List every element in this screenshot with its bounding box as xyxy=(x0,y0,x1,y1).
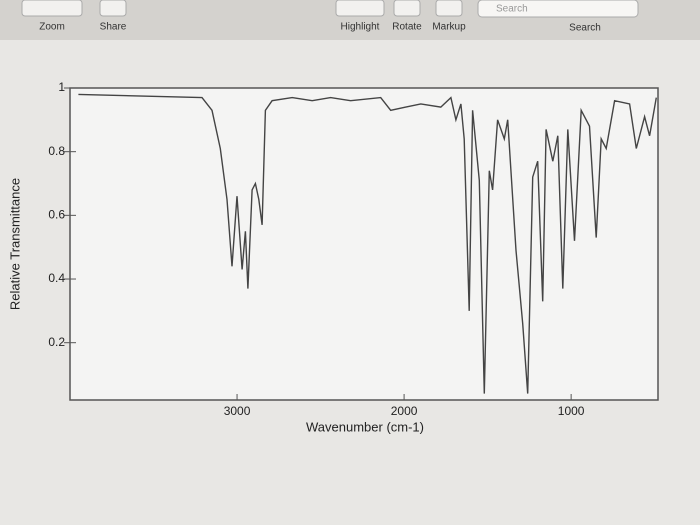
spectrum-line xyxy=(78,93,657,394)
y-tick-label: 0.6 xyxy=(48,208,65,222)
plot-area xyxy=(69,87,659,401)
y-tick-label: 1 xyxy=(58,80,65,94)
share-button[interactable] xyxy=(99,0,127,17)
rotate-button[interactable] xyxy=(393,0,421,17)
x-tick-label: 1000 xyxy=(558,404,585,418)
share-label: Share xyxy=(100,22,127,33)
y-tick-label: 0.2 xyxy=(48,335,65,349)
x-tick-label: 2000 xyxy=(391,404,418,418)
markup-label: Markup xyxy=(432,22,466,33)
search-label: Search xyxy=(569,23,601,34)
y-tick-label: 0.8 xyxy=(48,144,65,158)
x-axis-label: Wavenumber (cm-1) xyxy=(306,419,424,434)
y-axis-label: Relative Transmittance xyxy=(7,178,22,310)
x-tick-label: 3000 xyxy=(224,404,251,418)
highlight-button[interactable] xyxy=(335,0,385,17)
rotate-label: Rotate xyxy=(392,22,422,33)
y-tick-label: 0.4 xyxy=(48,271,65,285)
zoom-label: Zoom xyxy=(39,22,65,33)
highlight-label: Highlight xyxy=(341,22,380,33)
zoom-buttons[interactable] xyxy=(21,0,83,17)
search-field[interactable] xyxy=(477,0,639,18)
markup-button[interactable] xyxy=(435,0,463,17)
search-placeholder: Search xyxy=(496,4,528,15)
